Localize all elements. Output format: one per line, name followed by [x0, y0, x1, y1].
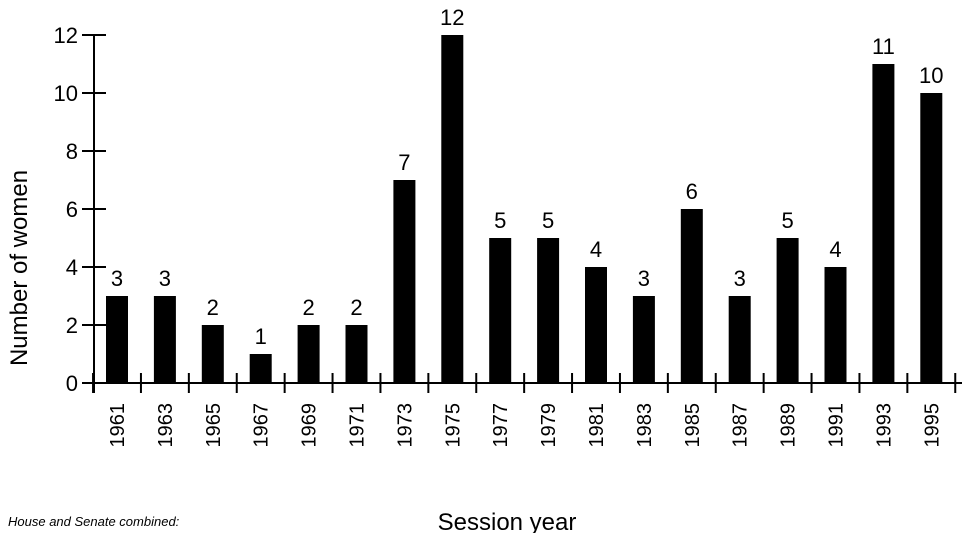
x-tick-label-1971: 1971 — [347, 403, 369, 448]
data-label-1977: 5 — [494, 208, 506, 233]
bar-1985 — [680, 209, 703, 383]
bar-1987 — [728, 296, 751, 383]
bar-1969 — [297, 325, 320, 383]
data-label-1985: 6 — [686, 179, 698, 204]
y-tick-label: 10 — [54, 81, 78, 106]
y-tick-label: 12 — [54, 23, 78, 48]
y-axis-title: Number of women — [6, 170, 33, 366]
data-label-1975: 12 — [440, 5, 464, 30]
x-axis: 1961 1963 1965 1967 1969 1971 1973 1975 1977 1979… — [88, 373, 962, 448]
x-tick-label-1985: 1985 — [682, 403, 704, 448]
x-tick-label-1983: 1983 — [634, 403, 656, 448]
y-axis: 0 2 4 6 8 10 12 — [54, 23, 106, 396]
data-label-1961: 3 — [111, 266, 123, 291]
data-label-1965: 2 — [207, 295, 219, 320]
x-tick-label-1989: 1989 — [778, 403, 800, 448]
data-label-1983: 3 — [638, 266, 650, 291]
y-tick-label: 2 — [66, 313, 78, 338]
x-tick-label-1979: 1979 — [538, 403, 560, 448]
x-tick-label-1973: 1973 — [394, 403, 416, 448]
x-tick-label-1993: 1993 — [873, 403, 895, 448]
bar-1979 — [537, 238, 560, 383]
bar-1977 — [489, 238, 512, 383]
data-label-1967: 1 — [255, 324, 267, 349]
x-tick-label-1991: 1991 — [826, 403, 848, 448]
x-tick-label-1967: 1967 — [251, 403, 273, 448]
x-tick-label-1961: 1961 — [107, 403, 129, 448]
bar-1975 — [441, 35, 464, 383]
x-tick-label-1963: 1963 — [155, 403, 177, 448]
bar-1961 — [106, 296, 128, 383]
data-label-1963: 3 — [159, 266, 171, 291]
x-tick-label-1987: 1987 — [730, 403, 752, 448]
data-label-1969: 2 — [302, 295, 314, 320]
bars — [106, 35, 943, 383]
y-tick-label: 0 — [66, 371, 78, 396]
data-label-1971: 2 — [350, 295, 362, 320]
x-axis-title: Session year — [438, 509, 577, 533]
x-tick-label-1965: 1965 — [203, 403, 225, 448]
bar-1995 — [920, 93, 943, 383]
bar-1971 — [345, 325, 368, 383]
y-tick-label: 8 — [66, 139, 78, 164]
bar-1993 — [872, 64, 895, 383]
bar-1983 — [632, 296, 655, 383]
bar-1963 — [153, 296, 176, 383]
y-tick-label: 4 — [66, 255, 78, 280]
bar-1973 — [393, 180, 416, 383]
data-label-1989: 5 — [781, 208, 793, 233]
bar-1991 — [824, 267, 847, 383]
footnote: House and Senate combined: — [8, 514, 180, 529]
data-label-1979: 5 — [542, 208, 554, 233]
data-label-1987: 3 — [734, 266, 746, 291]
x-tick-label-1981: 1981 — [586, 403, 608, 448]
bar-1967 — [249, 354, 272, 383]
x-tick-label-1977: 1977 — [490, 403, 512, 448]
data-label-1973: 7 — [398, 150, 410, 175]
x-tick-label-1995: 1995 — [921, 403, 943, 448]
bar-1981 — [585, 267, 607, 383]
data-label-1995: 10 — [919, 63, 943, 88]
bar-1965 — [201, 325, 224, 383]
x-tick-label-1975: 1975 — [442, 403, 464, 448]
bar-1989 — [776, 238, 799, 383]
y-tick-label: 6 — [66, 197, 78, 222]
data-label-1981: 4 — [590, 237, 602, 262]
data-label-1991: 4 — [829, 237, 841, 262]
data-label-1993: 11 — [872, 34, 895, 59]
x-tick-label-1969: 1969 — [299, 403, 321, 448]
